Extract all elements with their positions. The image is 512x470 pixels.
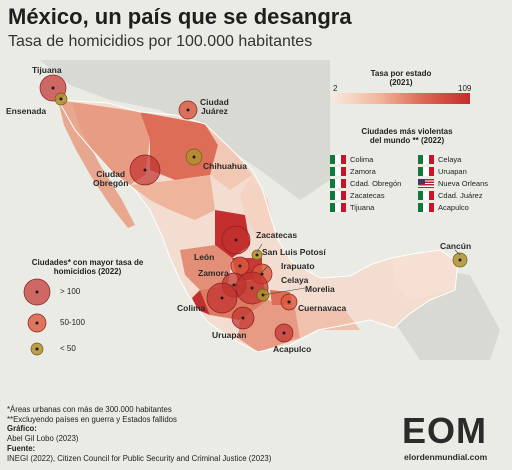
label-cuernavaca: Cuernavaca: [298, 303, 347, 313]
rate-legend-min: 2: [333, 84, 338, 93]
label-acapulco: Acapulco: [273, 344, 312, 354]
label-chihuahua: Chihuahua: [203, 161, 247, 171]
map-title: México, un país que se desangra: [8, 4, 352, 29]
mexico-flag-icon: [418, 203, 434, 212]
note-excluding: **Excluyendo países en guerra y Estados …: [7, 414, 177, 424]
source-credit: INEGI (2022), Citizen Council for Public…: [7, 453, 272, 463]
state-coahuila: [205, 124, 252, 190]
circle-legend-symbols: [23, 278, 51, 356]
list-item: Cdad. Obregón: [330, 179, 418, 188]
label-uruapan: Uruapan: [212, 330, 247, 340]
label-morelia: Morelia: [305, 284, 335, 294]
state-oaxaca: [295, 308, 360, 338]
label-zacatecas: Zacatecas: [256, 230, 298, 240]
state-sinaloa-durango: [130, 175, 215, 220]
list-item: Zacatecas: [330, 191, 418, 200]
label-colima: Colima: [177, 303, 206, 313]
list-item: Cdad. Juárez: [418, 191, 506, 200]
label-ensenada: Ensenada: [6, 106, 47, 116]
state-sonora: [72, 102, 150, 185]
state-yucatan: [392, 250, 458, 300]
mexico-flag-icon: [330, 203, 346, 212]
circle-legend-mid: 50-100: [60, 318, 85, 327]
mexico-flag-icon: [330, 179, 346, 188]
state-nuevo-leon-tamaulipas: [240, 175, 275, 240]
note-urban-areas: *Áreas urbanas con más de 300.000 habita…: [7, 405, 172, 414]
list-item: Acapulco: [418, 203, 506, 212]
rate-legend-title: Tasa por estado (2021): [370, 69, 432, 87]
label-tijuana: Tijuana: [32, 65, 62, 75]
leader-lines: [256, 243, 461, 296]
label-ciudad-juarez: Ciudad Juárez: [200, 97, 229, 116]
mexico-flag-icon: [418, 191, 434, 200]
mexico-flag-icon: [330, 191, 346, 200]
state-jalisco: [180, 245, 232, 290]
label-ciudad-obregon: Ciudad Obregón: [93, 169, 129, 188]
source-label: Fuente:: [7, 443, 36, 453]
mexico-flag-icon: [330, 167, 346, 176]
usa-flag-icon: [418, 179, 434, 188]
label-zamora: Zamora: [198, 268, 229, 278]
mexico-flag-icon: [330, 155, 346, 164]
map-subtitle: Tasa de homicidios por 100.000 habitante…: [8, 33, 313, 50]
list-item: Nueva Orleans: [418, 179, 506, 188]
graphic-credit: Abel Gil Lobo (2023): [7, 434, 79, 444]
circle-legend-low: < 50: [60, 344, 76, 353]
logo-url: elordenmundial.com: [404, 452, 488, 462]
state-colima: [192, 290, 210, 315]
city-dots: [51, 86, 462, 335]
circle-legend-high: > 100: [60, 287, 81, 296]
label-irapuato: Irapuato: [281, 261, 315, 271]
label-celaya: Celaya: [281, 275, 309, 285]
mexico-flag-icon: [418, 167, 434, 176]
graphic-label: Gráfico:: [7, 424, 37, 434]
rate-gradient-bar: [333, 93, 470, 104]
mexico-border: [57, 99, 459, 353]
list-item: Celaya: [418, 155, 506, 164]
label-cancun: Cancún: [440, 241, 472, 251]
neighbor-land: [40, 60, 330, 200]
list-item: Tijuana: [330, 203, 418, 212]
rate-legend-max: 109: [458, 84, 472, 93]
list-item: Colima: [330, 155, 418, 164]
violent-cities-list: Colima Celaya Zamora Uruapan Cdad. Obreg…: [330, 155, 506, 212]
mexico-flag-icon: [418, 155, 434, 164]
label-san-luis-potosi: San Luis Potosí: [262, 247, 326, 257]
label-leon: León: [194, 252, 215, 262]
circle-legend-title: Ciudades* con mayor tasa de homicidios (…: [31, 258, 144, 277]
list-item: Uruapan: [418, 167, 506, 176]
list-item: Zamora: [330, 167, 418, 176]
violent-cities-title: Ciudades más violentas del mundo ** (202…: [361, 127, 453, 146]
footnotes: *Áreas urbanas con más de 300.000 habita…: [7, 405, 337, 463]
eom-logo: EOM: [402, 410, 488, 451]
